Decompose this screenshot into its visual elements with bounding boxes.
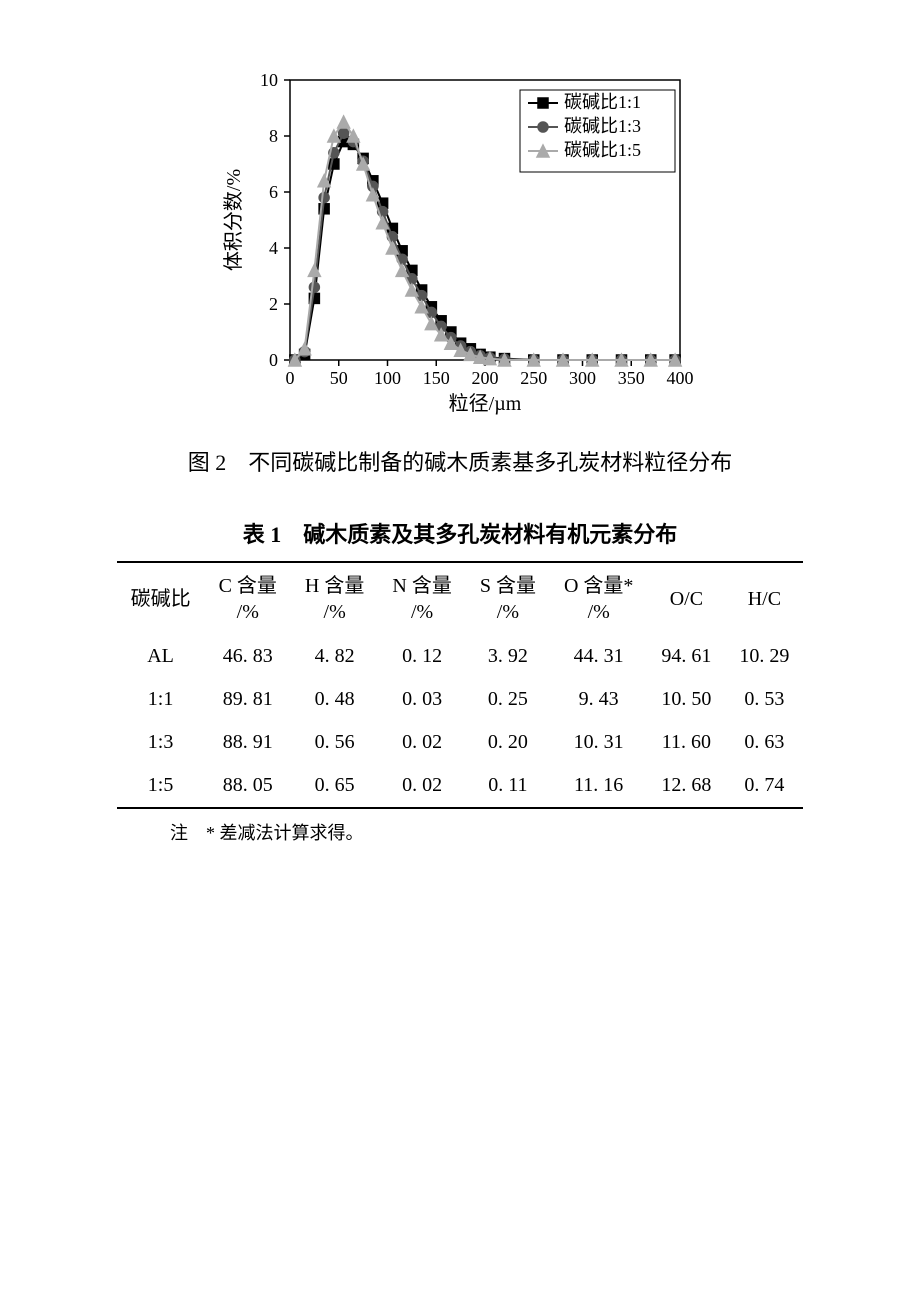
svg-text:200: 200 — [472, 368, 499, 388]
table-cell: 0. 53 — [725, 678, 803, 721]
table-cell: 88. 05 — [205, 764, 291, 808]
table-cell: 46. 83 — [205, 635, 291, 678]
table-cell: 94. 61 — [647, 635, 725, 678]
table-cell: 10. 50 — [647, 678, 725, 721]
table-row: 1:588. 050. 650. 020. 1111. 1612. 680. 7… — [117, 764, 804, 808]
table-column-header: O 含量*/% — [550, 562, 647, 635]
table-column-header: S 含量/% — [466, 562, 550, 635]
chart-svg: 0 50 100 150 200 250 300 350 400 0 2 4 6 8 10 粒径/µm 体积分数… — [220, 60, 700, 420]
table-cell: 0. 11 — [466, 764, 550, 808]
svg-text:150: 150 — [423, 368, 450, 388]
svg-text:粒径/µm: 粒径/µm — [449, 392, 522, 415]
table-cell: 0. 20 — [466, 721, 550, 764]
table-cell: 1:1 — [117, 678, 205, 721]
particle-size-chart: 0 50 100 150 200 250 300 350 400 0 2 4 6 8 10 粒径/µm 体积分数… — [220, 60, 700, 425]
svg-text:50: 50 — [330, 368, 348, 388]
table-column-header: H/C — [725, 562, 803, 635]
table-cell: 0. 02 — [378, 764, 465, 808]
svg-text:0: 0 — [269, 350, 278, 370]
table-cell: 10. 31 — [550, 721, 647, 764]
table-cell: 0. 03 — [378, 678, 465, 721]
table-cell: 0. 74 — [725, 764, 803, 808]
element-distribution-table: 碳碱比C 含量/%H 含量/%N 含量/%S 含量/%O 含量*/%O/CH/C… — [117, 561, 804, 809]
table-cell: AL — [117, 635, 205, 678]
table-cell: 4. 82 — [291, 635, 378, 678]
svg-text:4: 4 — [269, 238, 278, 258]
svg-text:2: 2 — [269, 294, 278, 314]
table-cell: 44. 31 — [550, 635, 647, 678]
table-cell: 88. 91 — [205, 721, 291, 764]
figure-2: 0 50 100 150 200 250 300 350 400 0 2 4 6 8 10 粒径/µm 体积分数… — [40, 60, 880, 477]
table-cell: 10. 29 — [725, 635, 803, 678]
table-column-header: N 含量/% — [378, 562, 465, 635]
table-cell: 11. 60 — [647, 721, 725, 764]
table-cell: 0. 65 — [291, 764, 378, 808]
svg-text:0: 0 — [286, 368, 295, 388]
svg-text:350: 350 — [618, 368, 645, 388]
figure-caption: 图 2 不同碳碱比制备的碱木质素基多孔炭材料粒径分布 — [40, 445, 880, 477]
svg-text:碳碱比1:3: 碳碱比1:3 — [564, 116, 641, 136]
table-note: 注 * 差减法计算求得。 — [170, 819, 880, 845]
svg-text:6: 6 — [269, 182, 278, 202]
table-cell: 0. 02 — [378, 721, 465, 764]
table-row: 1:388. 910. 560. 020. 2010. 3111. 600. 6… — [117, 721, 804, 764]
svg-text:碳碱比1:1: 碳碱比1:1 — [564, 92, 641, 112]
svg-text:250: 250 — [520, 368, 547, 388]
table-row: AL46. 834. 820. 123. 9244. 3194. 6110. 2… — [117, 635, 804, 678]
table-cell: 0. 25 — [466, 678, 550, 721]
table-header: 碳碱比C 含量/%H 含量/%N 含量/%S 含量/%O 含量*/%O/CH/C — [117, 562, 804, 635]
svg-text:8: 8 — [269, 126, 278, 146]
table-cell: 0. 48 — [291, 678, 378, 721]
svg-text:10: 10 — [260, 70, 278, 90]
table-cell: 1:5 — [117, 764, 205, 808]
table-cell: 12. 68 — [647, 764, 725, 808]
table-cell: 1:3 — [117, 721, 205, 764]
table-body: AL46. 834. 820. 123. 9244. 3194. 6110. 2… — [117, 635, 804, 808]
svg-text:400: 400 — [667, 368, 694, 388]
table-row: 1:189. 810. 480. 030. 259. 4310. 500. 53 — [117, 678, 804, 721]
svg-text:300: 300 — [569, 368, 596, 388]
table-cell: 89. 81 — [205, 678, 291, 721]
table-column-header: H 含量/% — [291, 562, 378, 635]
table-caption: 表 1 碱木质素及其多孔炭材料有机元素分布 — [40, 517, 880, 549]
table-column-header: O/C — [647, 562, 725, 635]
table-cell: 11. 16 — [550, 764, 647, 808]
table-cell: 9. 43 — [550, 678, 647, 721]
table-column-header: 碳碱比 — [117, 562, 205, 635]
svg-text:100: 100 — [374, 368, 401, 388]
svg-text:体积分数/%: 体积分数/% — [222, 169, 245, 271]
table-cell: 3. 92 — [466, 635, 550, 678]
table-cell: 0. 12 — [378, 635, 465, 678]
table-column-header: C 含量/% — [205, 562, 291, 635]
table-cell: 0. 63 — [725, 721, 803, 764]
svg-text:碳碱比1:5: 碳碱比1:5 — [564, 140, 641, 160]
table-cell: 0. 56 — [291, 721, 378, 764]
